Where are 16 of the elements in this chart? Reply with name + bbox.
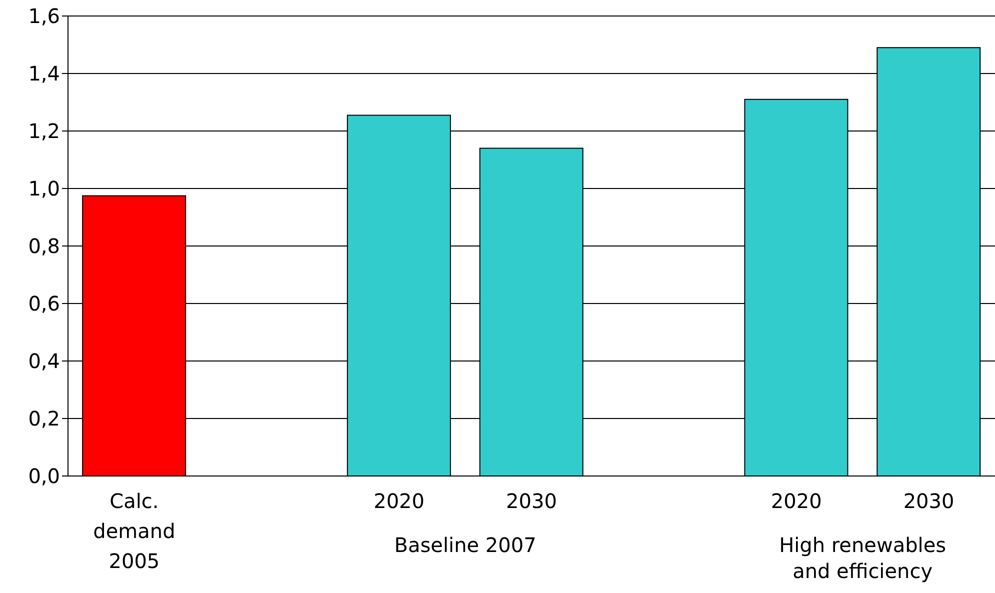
x-tick-label: 2030 — [506, 489, 557, 513]
y-tick-label: 1,6 — [28, 4, 60, 28]
x-tick-label: 2030 — [903, 489, 954, 513]
x-tick-label: 2020 — [374, 489, 425, 513]
y-tick-label: 1,2 — [28, 119, 60, 144]
y-tick-label: 1,0 — [28, 176, 60, 201]
text: High renewables and efficiency — [778, 532, 948, 584]
text: Baseline 2007 — [393, 532, 538, 558]
y-tick-label: 0,0 — [28, 464, 60, 488]
x-tick-label: Calc. demand 2005 — [93, 489, 176, 573]
x-tick-label: 2020 — [770, 489, 822, 513]
y-tick-label: 0,4 — [28, 349, 60, 374]
y-tick-label: 0,6 — [28, 292, 60, 316]
y-tick-label: 1,4 — [28, 62, 60, 86]
y-tick-label: 0,8 — [28, 234, 60, 258]
y-tick-label: 0,2 — [28, 406, 60, 431]
